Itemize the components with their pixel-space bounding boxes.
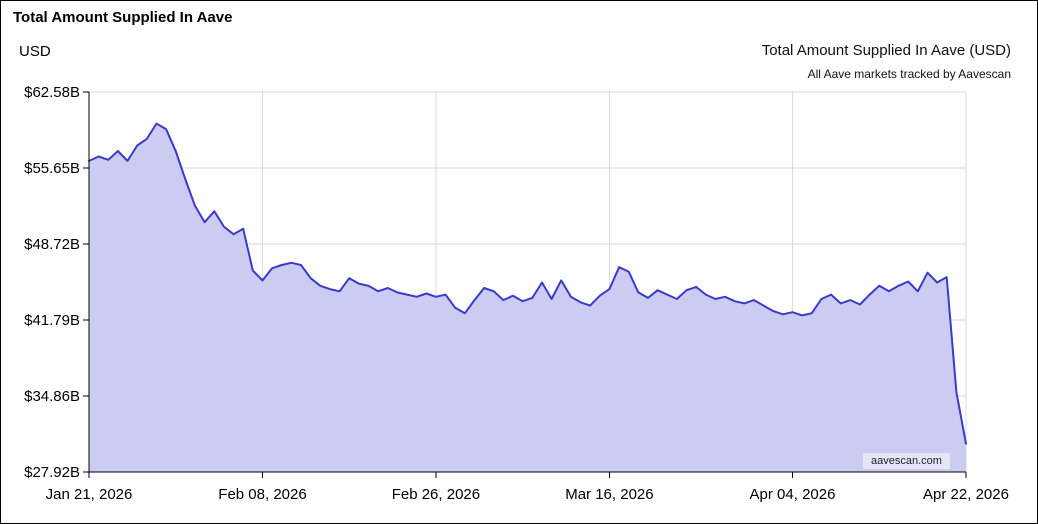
x-tick-label: Apr 22, 2026 [923, 486, 1009, 503]
y-tick-label: $27.92B [24, 464, 80, 481]
area-fill [89, 123, 966, 472]
chart-subtitle: All Aave markets tracked by Aavescan [807, 67, 1011, 81]
y-tick-label: $62.58B [24, 84, 80, 101]
y-axis-unit-label: USD [19, 43, 51, 60]
x-tick-label: Apr 04, 2026 [750, 486, 836, 503]
y-tick-label: $48.72B [24, 236, 80, 253]
x-tick-label: Feb 26, 2026 [392, 486, 480, 503]
y-tick-label: $41.79B [24, 312, 80, 329]
x-tick-label: Mar 16, 2026 [565, 486, 653, 503]
y-tick-label: $34.86B [24, 388, 80, 405]
chart-title: Total Amount Supplied In Aave (USD) [761, 42, 1011, 59]
page-title: Total Amount Supplied In Aave [13, 9, 233, 26]
watermark: aavescan.com [863, 453, 950, 469]
x-tick-label: Feb 08, 2026 [218, 486, 306, 503]
chart-header: Total Amount Supplied In Aave (USD) All … [762, 42, 1011, 81]
y-tick-label: $55.65B [24, 160, 80, 177]
data-line [88, 122, 967, 445]
x-tick-label: Jan 21, 2026 [46, 486, 133, 503]
